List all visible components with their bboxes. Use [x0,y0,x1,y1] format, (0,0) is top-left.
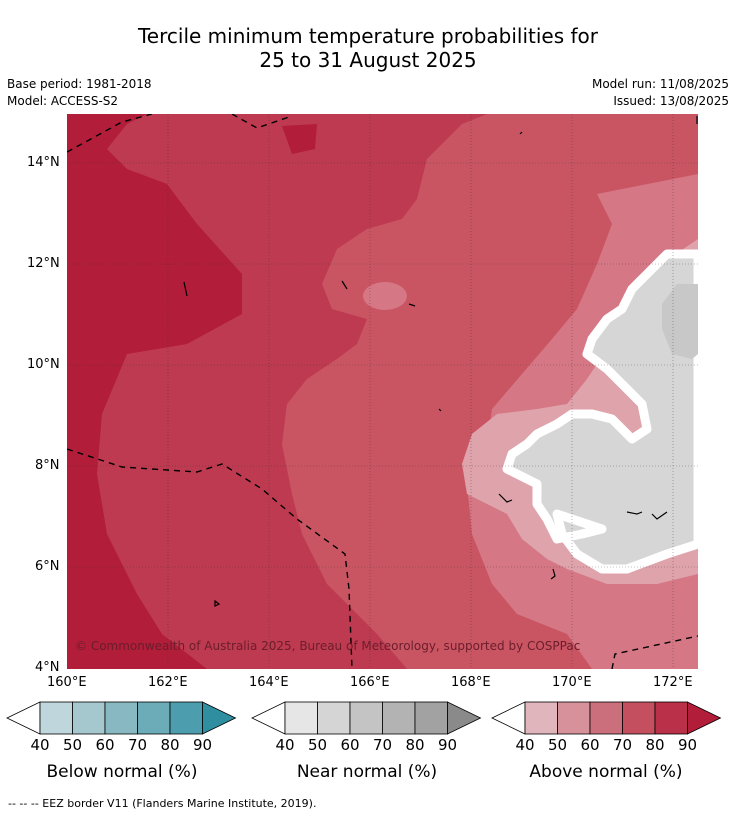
colorbar-above-tick-70: 70 [612,736,633,754]
model-run: Model run: 11/08/2025 [591,77,729,91]
region-above-90-patch [282,124,317,154]
map-svg [67,114,698,669]
lon-label-166: 166°E [350,675,390,690]
colorbar-near-tick-50: 50 [307,736,328,754]
colorbar-near-tick-90: 90 [437,736,458,754]
colorbar-above-bin-3 [622,701,656,735]
lon-label-164: 164°E [249,675,289,690]
colorbar-near-bin-0 [284,701,318,735]
colorbar-title-above: Above normal (%) [529,762,683,782]
lat-label-14: 14°N [27,155,60,170]
colorbar-above-bin-2 [589,701,623,735]
colorbar-near-tick-80: 80 [405,736,425,754]
colorbar-below-tick-50: 50 [62,736,83,754]
model-name: Model: ACCESS-S2 [7,94,119,108]
lon-label-162: 162°E [148,675,188,690]
region-above-60-pocket [363,282,407,310]
colorbar-above-overflow [687,701,722,735]
colorbar-below-bin-0 [39,701,73,735]
colorbar-below-bin-4 [169,701,203,735]
colorbar-above-underflow [491,701,526,735]
colorbar-near-tick-70: 70 [372,736,393,754]
eez-borders [67,114,698,669]
lat-label-12: 12°N [27,256,60,271]
lat-label-4: 4°N [35,660,60,675]
chart-title-line1: Tercile minimum temperature probabilitie… [137,24,599,48]
colorbar-title-near: Near normal (%) [296,762,438,782]
region-near-50 [662,284,698,359]
colorbar-above-tick-40: 40 [515,736,535,754]
probability-map[interactable]: © Commonwealth of Australia 2025, Bureau… [67,114,698,669]
lon-label-172: 172°E [653,675,693,690]
colorbar-above-tick-90: 90 [677,736,698,754]
colorbar-above-tick-50: 50 [547,736,568,754]
colorbar-near-underflow [251,701,286,735]
colorbar-below-tick-40: 40 [30,736,50,754]
chart-title-line2: 25 to 31 August 2025 [259,48,477,72]
colorbar-near-bin-1 [317,701,351,735]
lat-label-8: 8°N [35,458,60,473]
colorbar-below-tick-90: 90 [192,736,213,754]
colorbars [6,701,722,735]
colorbar-below-tick-70: 70 [127,736,148,754]
base-period: Base period: 1981-2018 [7,77,152,91]
colorbar-above-tick-60: 60 [580,736,600,754]
colorbar-title-below: Below normal (%) [46,762,198,782]
colorbar-near-bin-2 [349,701,383,735]
colorbar-below-overflow [202,701,237,735]
colorbar-near-overflow [447,701,482,735]
lat-label-6: 6°N [35,559,60,574]
eez-legend: -- -- -- EEZ border V11 (Flanders Marine… [8,797,317,810]
colorbar-near-bin-4 [414,701,448,735]
colorbar-below-underflow [6,701,41,735]
lon-label-168: 168°E [451,675,491,690]
colorbar-above-bin-0 [524,701,558,735]
copyright-notice: © Commonwealth of Australia 2025, Bureau… [75,639,581,653]
lon-label-160: 160°E [47,675,87,690]
colorbar-below-bin-2 [104,701,138,735]
lon-label-170: 170°E [552,675,592,690]
lat-label-10: 10°N [27,357,60,372]
map-grid [67,114,698,669]
colorbar-above-bin-1 [557,701,591,735]
colorbar-below-bin-1 [72,701,106,735]
colorbar-above-tick-80: 80 [645,736,665,754]
colorbar-below-bin-3 [137,701,171,735]
islands [183,116,698,607]
colorbar-below-tick-80: 80 [160,736,180,754]
colorbar-near-bin-3 [382,701,416,735]
colorbar-near-tick-40: 40 [275,736,295,754]
colorbar-below-tick-60: 60 [95,736,115,754]
issued-date: Issued: 13/08/2025 [613,94,729,108]
region-near-40 [502,249,698,574]
colorbar-above-bin-4 [654,701,688,735]
colorbar-near-tick-60: 60 [340,736,360,754]
